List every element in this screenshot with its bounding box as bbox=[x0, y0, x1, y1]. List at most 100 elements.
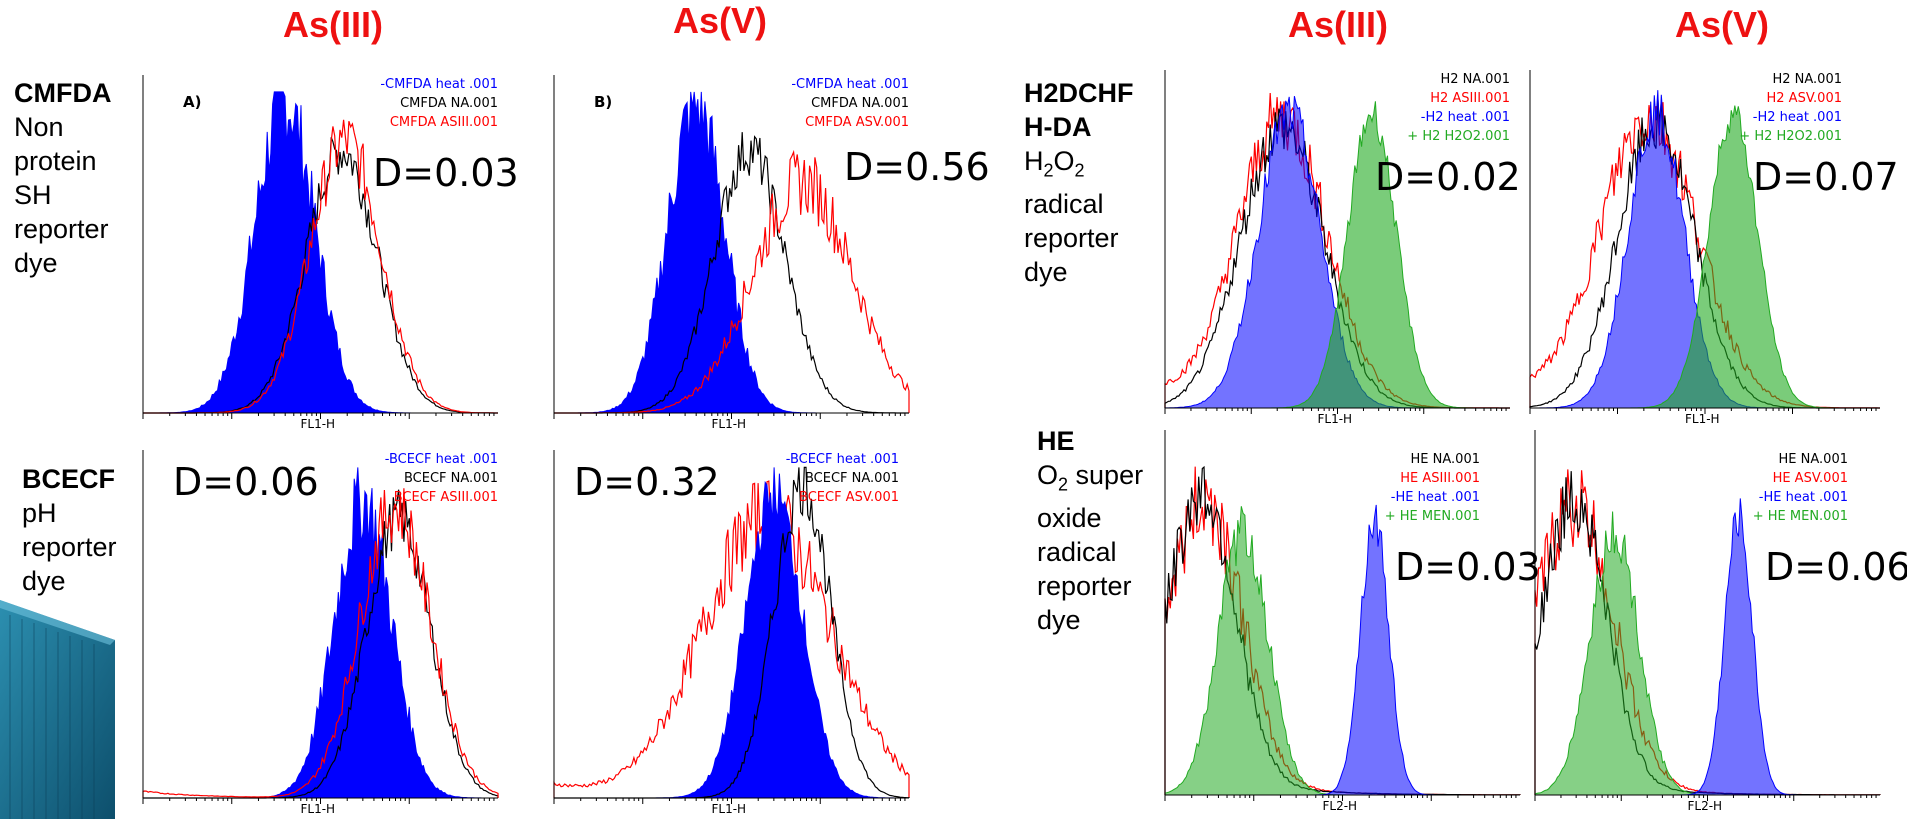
histogram-plot bbox=[553, 450, 910, 804]
x-axis-label: FL1-H bbox=[711, 802, 747, 816]
histogram-plot bbox=[1529, 70, 1880, 414]
x-axis-label: FL1-H bbox=[1685, 412, 1720, 426]
histogram-panel: FL1-H H2 NA.001 H2 ASIII.001 -H2 heat .001 +… bbox=[1164, 70, 1521, 428]
legend-entry: -BCECF heat .001 bbox=[785, 452, 899, 467]
dye-desc-line: dye bbox=[1024, 257, 1068, 288]
d-statistic: D=0.03 bbox=[1395, 545, 1541, 589]
dye-desc-line: reporter bbox=[1037, 571, 1132, 602]
dye-desc-line: oxide bbox=[1037, 503, 1102, 534]
dye-label-bcecf: BCECF pH reporter dye bbox=[22, 462, 117, 598]
d-statistic: D=0.06 bbox=[173, 460, 319, 504]
histogram-legend: H2 NA.001 H2 ASV.001 -H2 heat .001 + H2 H2O… bbox=[1739, 70, 1842, 146]
x-axis-label: FL1-H bbox=[1317, 412, 1353, 426]
dye-desc-line: Non bbox=[14, 112, 64, 142]
legend-entry: CMFDA NA.001 bbox=[400, 96, 498, 111]
legend-entry: -BCECF heat .001 bbox=[384, 452, 498, 467]
legend-entry: HE ASV.001 bbox=[1772, 471, 1848, 486]
panel-tag: A) bbox=[183, 93, 202, 111]
dye-desc-line: dye bbox=[14, 248, 58, 278]
legend-entry: HE NA.001 bbox=[1410, 452, 1480, 467]
histogram-plot bbox=[553, 75, 910, 419]
panel-tag: B) bbox=[594, 93, 613, 111]
histogram-blue-filled bbox=[143, 91, 498, 414]
dye-desc-line: reporter bbox=[14, 214, 109, 244]
dye-name-line: H-DA bbox=[1024, 112, 1092, 142]
dye-desc-line: pH bbox=[22, 498, 57, 528]
dye-desc-line: reporter bbox=[1024, 223, 1119, 254]
histogram-plot bbox=[1164, 430, 1521, 801]
legend-entry: -HE heat .001 bbox=[1390, 490, 1480, 505]
histogram-legend: H2 NA.001 H2 ASIII.001 -H2 heat .001 + H2 H… bbox=[1407, 70, 1510, 146]
histogram-panel: FL2-H HE NA.001 HE ASV.001 -HE heat .001 + H… bbox=[1534, 430, 1907, 815]
legend-entry: H2 ASIII.001 bbox=[1430, 91, 1510, 106]
histogram-panel: FL1-H H2 NA.001 H2 ASV.001 -H2 heat .001 + H… bbox=[1529, 70, 1899, 428]
axis-ticks bbox=[553, 413, 906, 419]
d-statistic: D=0.06 bbox=[1765, 545, 1907, 589]
x-axis-label: FL1-H bbox=[300, 417, 336, 431]
histogram-plot bbox=[1534, 430, 1881, 801]
dye-label-cmfda: CMFDA Non protein SH reporter dye bbox=[14, 76, 111, 280]
dye-name: CMFDA bbox=[14, 78, 112, 108]
legend-entry: HE NA.001 bbox=[1778, 452, 1848, 467]
dye-label-he: HE O2 super oxide radical reporter dye bbox=[1037, 424, 1143, 637]
d-statistic: D=0.56 bbox=[844, 145, 990, 189]
axis-ticks bbox=[142, 798, 495, 804]
dye-desc-line: reporter bbox=[22, 532, 117, 562]
dye-name: HE bbox=[1037, 426, 1075, 456]
x-axis-label: FL1-H bbox=[711, 417, 747, 431]
dye-name-line: H2DCHF bbox=[1024, 78, 1134, 108]
histogram-panel: FL2-H HE NA.001 HE ASIII.001 -HE heat .001 +… bbox=[1164, 430, 1541, 815]
histogram-panel: FL1-H -BCECF heat .001 BCECF NA.001 BCECF A… bbox=[142, 450, 499, 818]
dye-desc-line: protein bbox=[14, 146, 97, 176]
legend-entry: CMFDA ASIII.001 bbox=[389, 115, 498, 130]
axis-ticks bbox=[1164, 408, 1507, 414]
x-axis-label: FL2-H bbox=[1687, 799, 1723, 813]
legend-entry: + H2 H2O2.001 bbox=[1407, 129, 1510, 144]
x-axis-label: FL1-H bbox=[300, 802, 336, 816]
d-statistic: D=0.07 bbox=[1753, 155, 1899, 199]
slide-corner-decoration bbox=[0, 600, 115, 819]
legend-entry: BCECF NA.001 bbox=[804, 471, 899, 486]
legend-entry: BCECF NA.001 bbox=[403, 471, 498, 486]
d-statistic: D=0.32 bbox=[574, 460, 720, 504]
histogram-panel: FL1-H -BCECF heat .001 BCECF NA.001 BCECF A… bbox=[553, 450, 910, 818]
histogram-plot bbox=[142, 450, 499, 804]
dye-desc-line: dye bbox=[1037, 605, 1081, 636]
legend-entry: + H2 H2O2.001 bbox=[1739, 129, 1842, 144]
dye-desc-line: radical bbox=[1037, 537, 1117, 568]
axis-ticks bbox=[1164, 795, 1517, 801]
column-title-right-as3: As(III) bbox=[1288, 4, 1389, 45]
histogram-blue-filled bbox=[143, 467, 498, 799]
column-title-right-as5: As(V) bbox=[1675, 4, 1770, 45]
legend-entry: CMFDA ASV.001 bbox=[805, 115, 909, 130]
legend-entry: CMFDA NA.001 bbox=[811, 96, 909, 111]
legend-entry: BCECF ASV.001 bbox=[799, 490, 899, 505]
x-axis-label: FL2-H bbox=[1322, 799, 1358, 813]
histogram-legend: HE NA.001 HE ASV.001 -HE heat .001 + HE MEN… bbox=[1753, 450, 1848, 526]
column-title-left-as5: As(V) bbox=[673, 0, 768, 41]
histogram-plot bbox=[1164, 70, 1510, 414]
histogram-legend: HE NA.001 HE ASIII.001 -HE heat .001 + HE M… bbox=[1385, 450, 1480, 526]
dye-desc-line: radical bbox=[1024, 189, 1104, 220]
h2o2-formula: H2O2 bbox=[1024, 146, 1085, 181]
legend-entry: -H2 heat .001 bbox=[1752, 110, 1842, 125]
histogram-legend: -CMFDA heat .001 CMFDA NA.001 CMFDA ASIII.… bbox=[380, 75, 498, 132]
dye-label-h2dchf: H2DCHF H-DA H2O2 radical reporter dye bbox=[1024, 76, 1134, 289]
histogram-panel: FL1-H -CMFDA heat .001 CMFDA NA.001 CMFDA A… bbox=[553, 75, 990, 433]
legend-entry: + HE MEN.001 bbox=[1752, 509, 1848, 524]
histogram-blue-filled bbox=[554, 91, 909, 414]
histogram-panel: FL1-H -CMFDA heat .001 CMFDA NA.001 CMFDA A… bbox=[142, 75, 519, 433]
legend-entry: H2 ASV.001 bbox=[1766, 91, 1843, 106]
legend-entry: -H2 heat .001 bbox=[1420, 110, 1510, 125]
axis-ticks bbox=[553, 798, 906, 804]
dye-name: BCECF bbox=[22, 464, 115, 494]
histogram-green-filled bbox=[1530, 105, 1880, 409]
legend-entry: BCECF ASIII.001 bbox=[393, 490, 498, 505]
o2-formula: O2 super bbox=[1037, 460, 1144, 495]
axis-ticks bbox=[142, 413, 495, 419]
histogram-legend: -BCECF heat .001 BCECF NA.001 BCECF ASIII.… bbox=[385, 450, 498, 507]
legend-entry: H2 NA.001 bbox=[1440, 72, 1510, 87]
histogram-legend: -CMFDA heat .001 CMFDA NA.001 CMFDA ASV.00… bbox=[791, 75, 909, 132]
histogram-plot bbox=[142, 75, 498, 419]
column-title-left-as3: As(III) bbox=[283, 4, 384, 45]
